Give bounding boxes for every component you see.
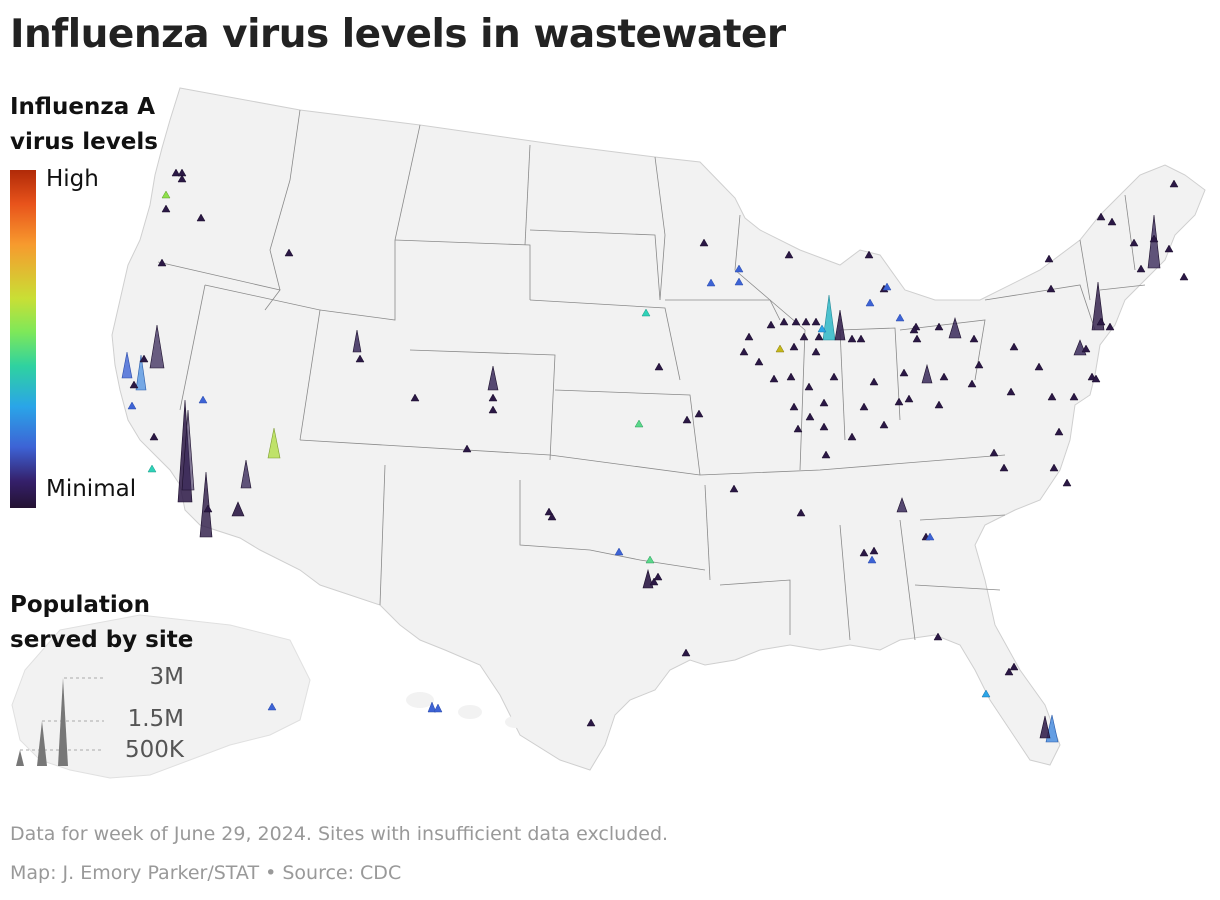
color-legend-heading: Influenza A virus levels [10,90,158,160]
site-spike [834,309,846,341]
site-spike [149,324,165,369]
site-spike [921,363,933,384]
site-spike [135,354,147,391]
site-spike [487,365,499,391]
site-spike [231,501,245,517]
size-spike-1-5m [37,721,47,766]
site-spike [948,316,962,339]
size-label-500k: 500K [125,737,184,763]
site-spike [896,497,908,513]
site-spike [121,351,133,379]
color-scale-high-label: High [46,166,99,192]
site-spike [822,294,836,341]
color-scale-bar [10,170,36,508]
size-label-3m: 3M [149,664,184,690]
size-label-1-5m: 1.5M [127,706,184,732]
size-legend-heading-line1: Population [10,592,150,618]
color-scale-low-label: Minimal [46,476,137,502]
site-markers [127,168,1189,727]
color-legend-heading-line1: Influenza A [10,94,156,120]
size-spike-3m [58,678,68,766]
size-legend-spikes [16,677,104,766]
size-legend-heading: Population served by site [10,588,193,658]
site-spike [199,471,213,538]
color-legend-heading-line2: virus levels [10,129,158,155]
size-spike-500k [16,750,24,766]
credit-line: Map: J. Emory Parker/STAT • Source: CDC [10,862,402,884]
state-borders [157,109,1146,641]
data-note: Data for week of June 29, 2024. Sites wi… [10,823,669,845]
site-spike [1039,715,1051,739]
site-spike [352,329,362,353]
alaska-landmass [11,614,311,779]
site-spike [240,459,252,489]
lower48-landmass [111,87,1206,771]
map-title: Influenza virus levels in wastewater [10,12,786,57]
site-spike [267,427,281,459]
site-spike [642,568,654,589]
site-spike [181,409,195,491]
size-legend-heading-line2: served by site [10,627,194,653]
